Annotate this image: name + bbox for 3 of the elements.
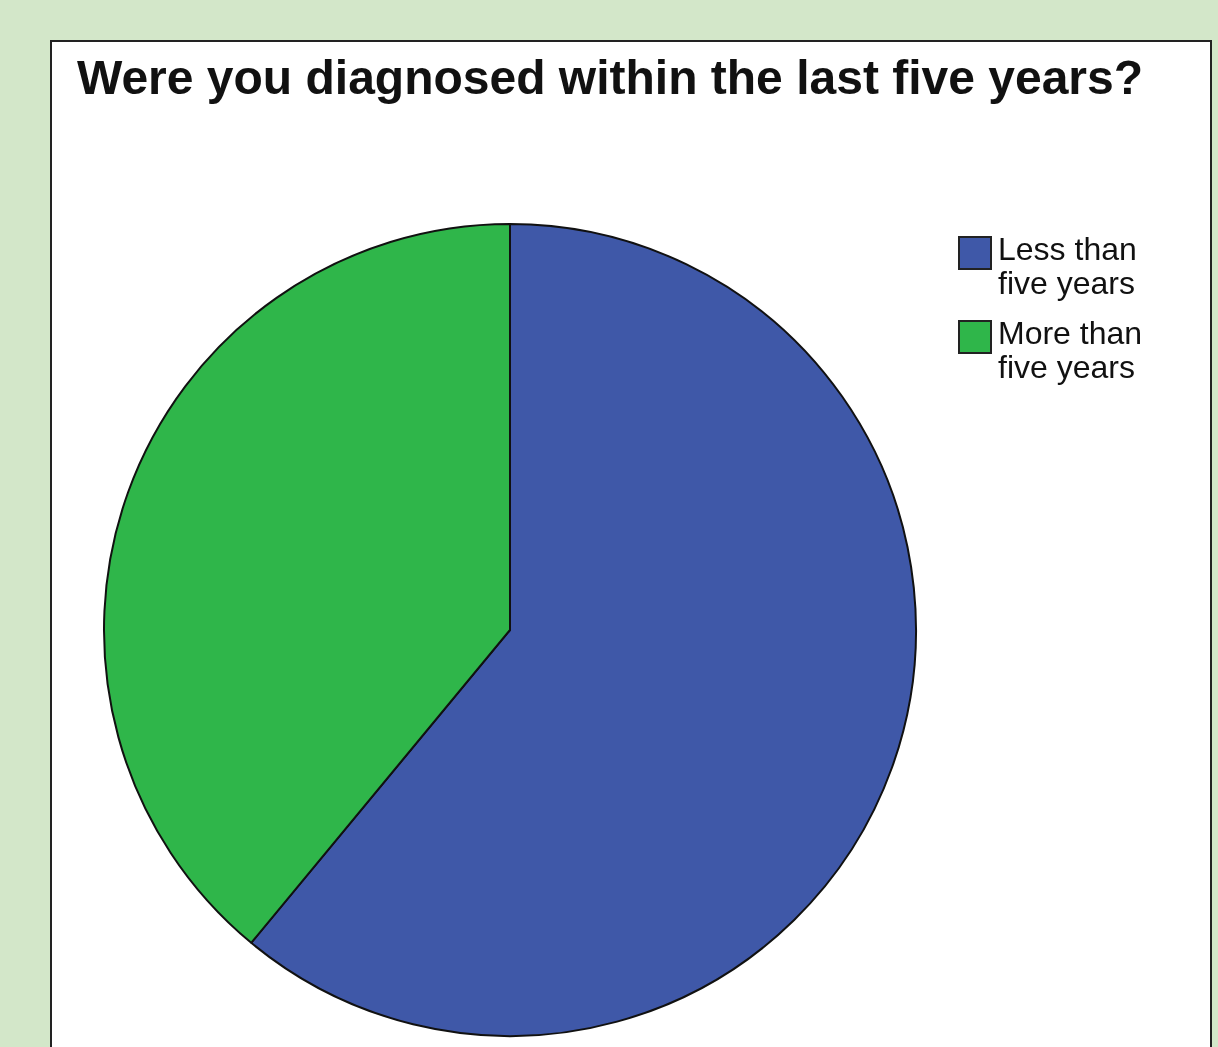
legend-label: More than five years xyxy=(998,315,1144,385)
chart-title: Were you diagnosed within the last five years? xyxy=(75,50,1145,106)
legend-label: Less than five years xyxy=(998,231,1138,301)
